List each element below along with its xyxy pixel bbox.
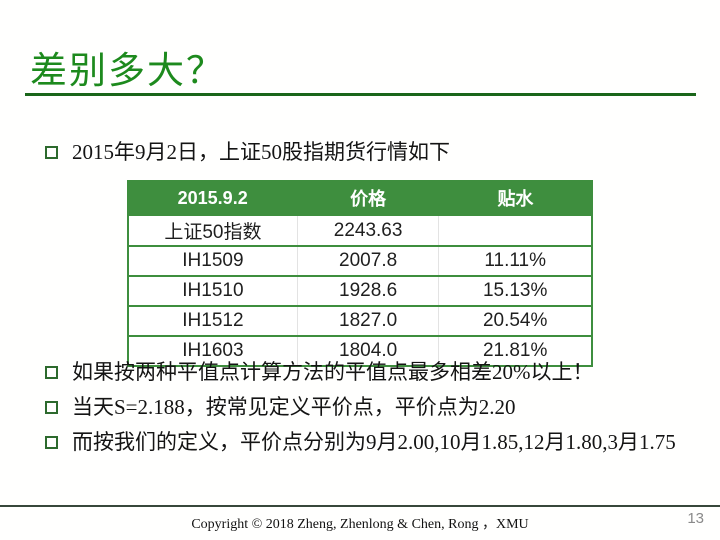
bullet-text: 2015年9月2日，上证50股指期货行情如下 [72, 140, 450, 164]
bullet-item-our-definition: 而按我们的定义，平价点分别为9月2.00,10月1.85,12月1.80,3月1… [45, 428, 676, 457]
bullet-text: 而按我们的定义，平价点分别为9月2.00,10月1.85,12月1.80,3月1… [72, 430, 676, 454]
cell-discount: 21.81% [438, 335, 594, 367]
table-row: IH1512 1827.0 20.54% [126, 305, 594, 337]
bullet-item-intro: 2015年9月2日，上证50股指期货行情如下 [45, 138, 450, 167]
bullet-text: 当天S=2.188，按常见定义平价点，平价点为2.20 [72, 395, 516, 419]
cell-instrument: IH1509 [126, 245, 298, 277]
cell-price: 2243.63 [296, 214, 440, 247]
cell-instrument: IH1603 [126, 335, 298, 367]
cell-discount [438, 214, 594, 247]
cell-price: 1928.6 [296, 275, 440, 307]
cell-discount: 20.54% [438, 305, 594, 337]
cell-instrument: IH1512 [126, 305, 298, 337]
table-header-date: 2015.9.2 [126, 180, 299, 216]
table-row: 上证50指数 2243.63 [126, 214, 594, 247]
title-underline [25, 93, 696, 96]
slide-title: 差别多大？ [30, 50, 225, 91]
table-row: IH1510 1928.6 15.13% [126, 275, 594, 307]
cell-instrument: IH1510 [126, 275, 298, 307]
bullet-item-common-definition: 当天S=2.188，按常见定义平价点，平价点为2.20 [45, 393, 516, 422]
futures-quotes-table: 2015.9.2 价格 贴水 上证50指数 2243.63 IH1509 200… [126, 180, 594, 367]
table-header-price: 价格 [296, 180, 440, 216]
copyright-text: Copyright © 2018 Zheng, Zhenlong & Chen,… [191, 517, 529, 532]
table-header-row: 2015.9.2 价格 贴水 [126, 180, 594, 216]
cell-price: 2007.8 [296, 245, 440, 277]
bullet-square-icon [45, 436, 58, 449]
cell-price: 1827.0 [296, 305, 440, 337]
bullet-square-icon [45, 366, 58, 379]
table-header-discount: 贴水 [437, 180, 594, 216]
cell-instrument: 上证50指数 [126, 214, 298, 247]
bullet-item-difference: 如果按两种平值点计算方法的平值点最多相差20%以上！ [45, 358, 594, 387]
cell-discount: 11.11% [438, 245, 594, 277]
bullet-square-icon [45, 401, 58, 414]
table-row: IH1603 1804.0 21.81% [126, 335, 594, 367]
table-row: IH1509 2007.8 11.11% [126, 245, 594, 277]
footer-divider [0, 505, 720, 507]
cell-discount: 15.13% [438, 275, 594, 307]
page-number: 13 [687, 510, 704, 527]
bullet-text: 如果按两种平值点计算方法的平值点最多相差20%以上！ [72, 360, 594, 384]
bullet-square-icon [45, 146, 58, 159]
